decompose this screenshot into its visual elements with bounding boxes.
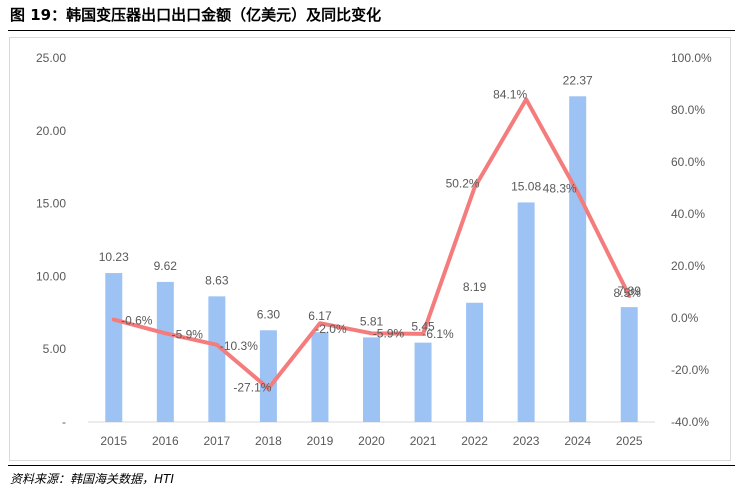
bar bbox=[517, 202, 535, 422]
x-tick-label: 2022 bbox=[461, 434, 488, 448]
bar-value-label: 15.08 bbox=[511, 179, 541, 193]
left-tick-label: 20.00 bbox=[36, 124, 66, 138]
right-tick-label: 40.0% bbox=[671, 207, 705, 221]
right-tick-label: 20.0% bbox=[671, 259, 705, 273]
bar-value-label: 7.89 bbox=[618, 284, 642, 298]
x-axis: 2015 2016 2017 2018 2019 2020 2021 2022 2023 2024… bbox=[100, 434, 642, 448]
yoy-line bbox=[111, 97, 632, 391]
bar bbox=[259, 330, 277, 422]
line-value-label: -0.6% bbox=[121, 314, 153, 328]
bar bbox=[414, 342, 432, 422]
bar bbox=[466, 302, 484, 422]
line-value-label: -5.9% bbox=[172, 327, 204, 341]
bar-value-label: 10.23 bbox=[99, 250, 129, 264]
line-value-label: -10.3% bbox=[220, 339, 258, 353]
right-tick-label: 80.0% bbox=[671, 103, 705, 117]
left-tick-label: 25.00 bbox=[36, 51, 66, 65]
x-tick-label: 2019 bbox=[307, 434, 334, 448]
right-tick-label: -20.0% bbox=[671, 363, 709, 377]
x-tick-label: 2015 bbox=[100, 434, 127, 448]
source-note: 资料来源：韩国海关数据，HTI bbox=[10, 472, 174, 486]
figure-title: 图 19：韩国变压器出口出口金额（亿美元）及同比变化 bbox=[10, 6, 382, 24]
left-tick-label: 10.00 bbox=[36, 269, 66, 283]
right-tick-label: 60.0% bbox=[671, 155, 705, 169]
footer-divider bbox=[8, 465, 735, 466]
right-tick-label: -40.0% bbox=[671, 415, 709, 429]
left-tick-label: 15.00 bbox=[36, 197, 66, 211]
x-tick-label: 2017 bbox=[204, 434, 231, 448]
left-tick-label: - bbox=[62, 415, 66, 429]
bar bbox=[311, 332, 329, 422]
bar bbox=[569, 96, 587, 423]
x-tick-label: 2023 bbox=[513, 434, 540, 448]
line-value-label: 50.2% bbox=[446, 176, 480, 190]
left-tick-label: 5.00 bbox=[43, 342, 67, 356]
bar-value-label: 9.62 bbox=[154, 259, 178, 273]
chart-frame bbox=[9, 37, 731, 461]
bar-series bbox=[105, 96, 638, 423]
bar-value-label: 22.37 bbox=[563, 73, 593, 87]
line-value-label: 8.5% bbox=[614, 286, 642, 300]
bar bbox=[363, 337, 380, 422]
x-tick-label: 2020 bbox=[358, 434, 385, 448]
right-axis: -40.0% -20.0% 0.0% 20.0% 40.0% 60.0% 80.0% 100.… bbox=[671, 51, 712, 429]
bar-value-label: 8.19 bbox=[463, 280, 487, 294]
bar bbox=[156, 281, 174, 422]
x-tick-label: 2025 bbox=[616, 434, 643, 448]
line-value-label: 84.1% bbox=[493, 87, 527, 101]
x-tick-label: 2016 bbox=[152, 434, 179, 448]
bar-value-label: 5.45 bbox=[411, 320, 435, 334]
x-tick-label: 2024 bbox=[564, 434, 591, 448]
bar-value-label: 5.81 bbox=[360, 314, 384, 328]
x-tick-label: 2018 bbox=[255, 434, 282, 448]
line-value-label: 48.3% bbox=[543, 181, 577, 195]
bar-value-label: 8.63 bbox=[205, 273, 229, 287]
line-value-label: -6.1% bbox=[422, 327, 454, 341]
bar bbox=[620, 307, 638, 422]
bar-value-label: 6.30 bbox=[257, 307, 281, 321]
right-tick-label: 0.0% bbox=[671, 311, 699, 325]
bar bbox=[105, 273, 123, 422]
bar-value-label: 6.17 bbox=[308, 309, 332, 323]
line-value-label: -2.0% bbox=[315, 322, 347, 336]
line-value-label: -27.1% bbox=[233, 380, 271, 394]
bar-data-labels: 10.23 9.62 8.63 6.30 6.17 5.81 5.45 8.19 15.08 22… bbox=[99, 73, 641, 333]
x-tick-label: 2021 bbox=[410, 434, 437, 448]
line-value-label: -5.9% bbox=[373, 326, 405, 340]
line-data-labels: -0.6% -5.9% -10.3% -27.1% -2.0% -5.9% -6.1% 50.… bbox=[121, 87, 641, 394]
left-axis: - 5.00 10.00 15.00 20.00 25.00 bbox=[36, 51, 66, 429]
title-divider bbox=[8, 30, 735, 31]
bar bbox=[208, 296, 226, 422]
right-tick-label: 100.0% bbox=[671, 51, 712, 65]
